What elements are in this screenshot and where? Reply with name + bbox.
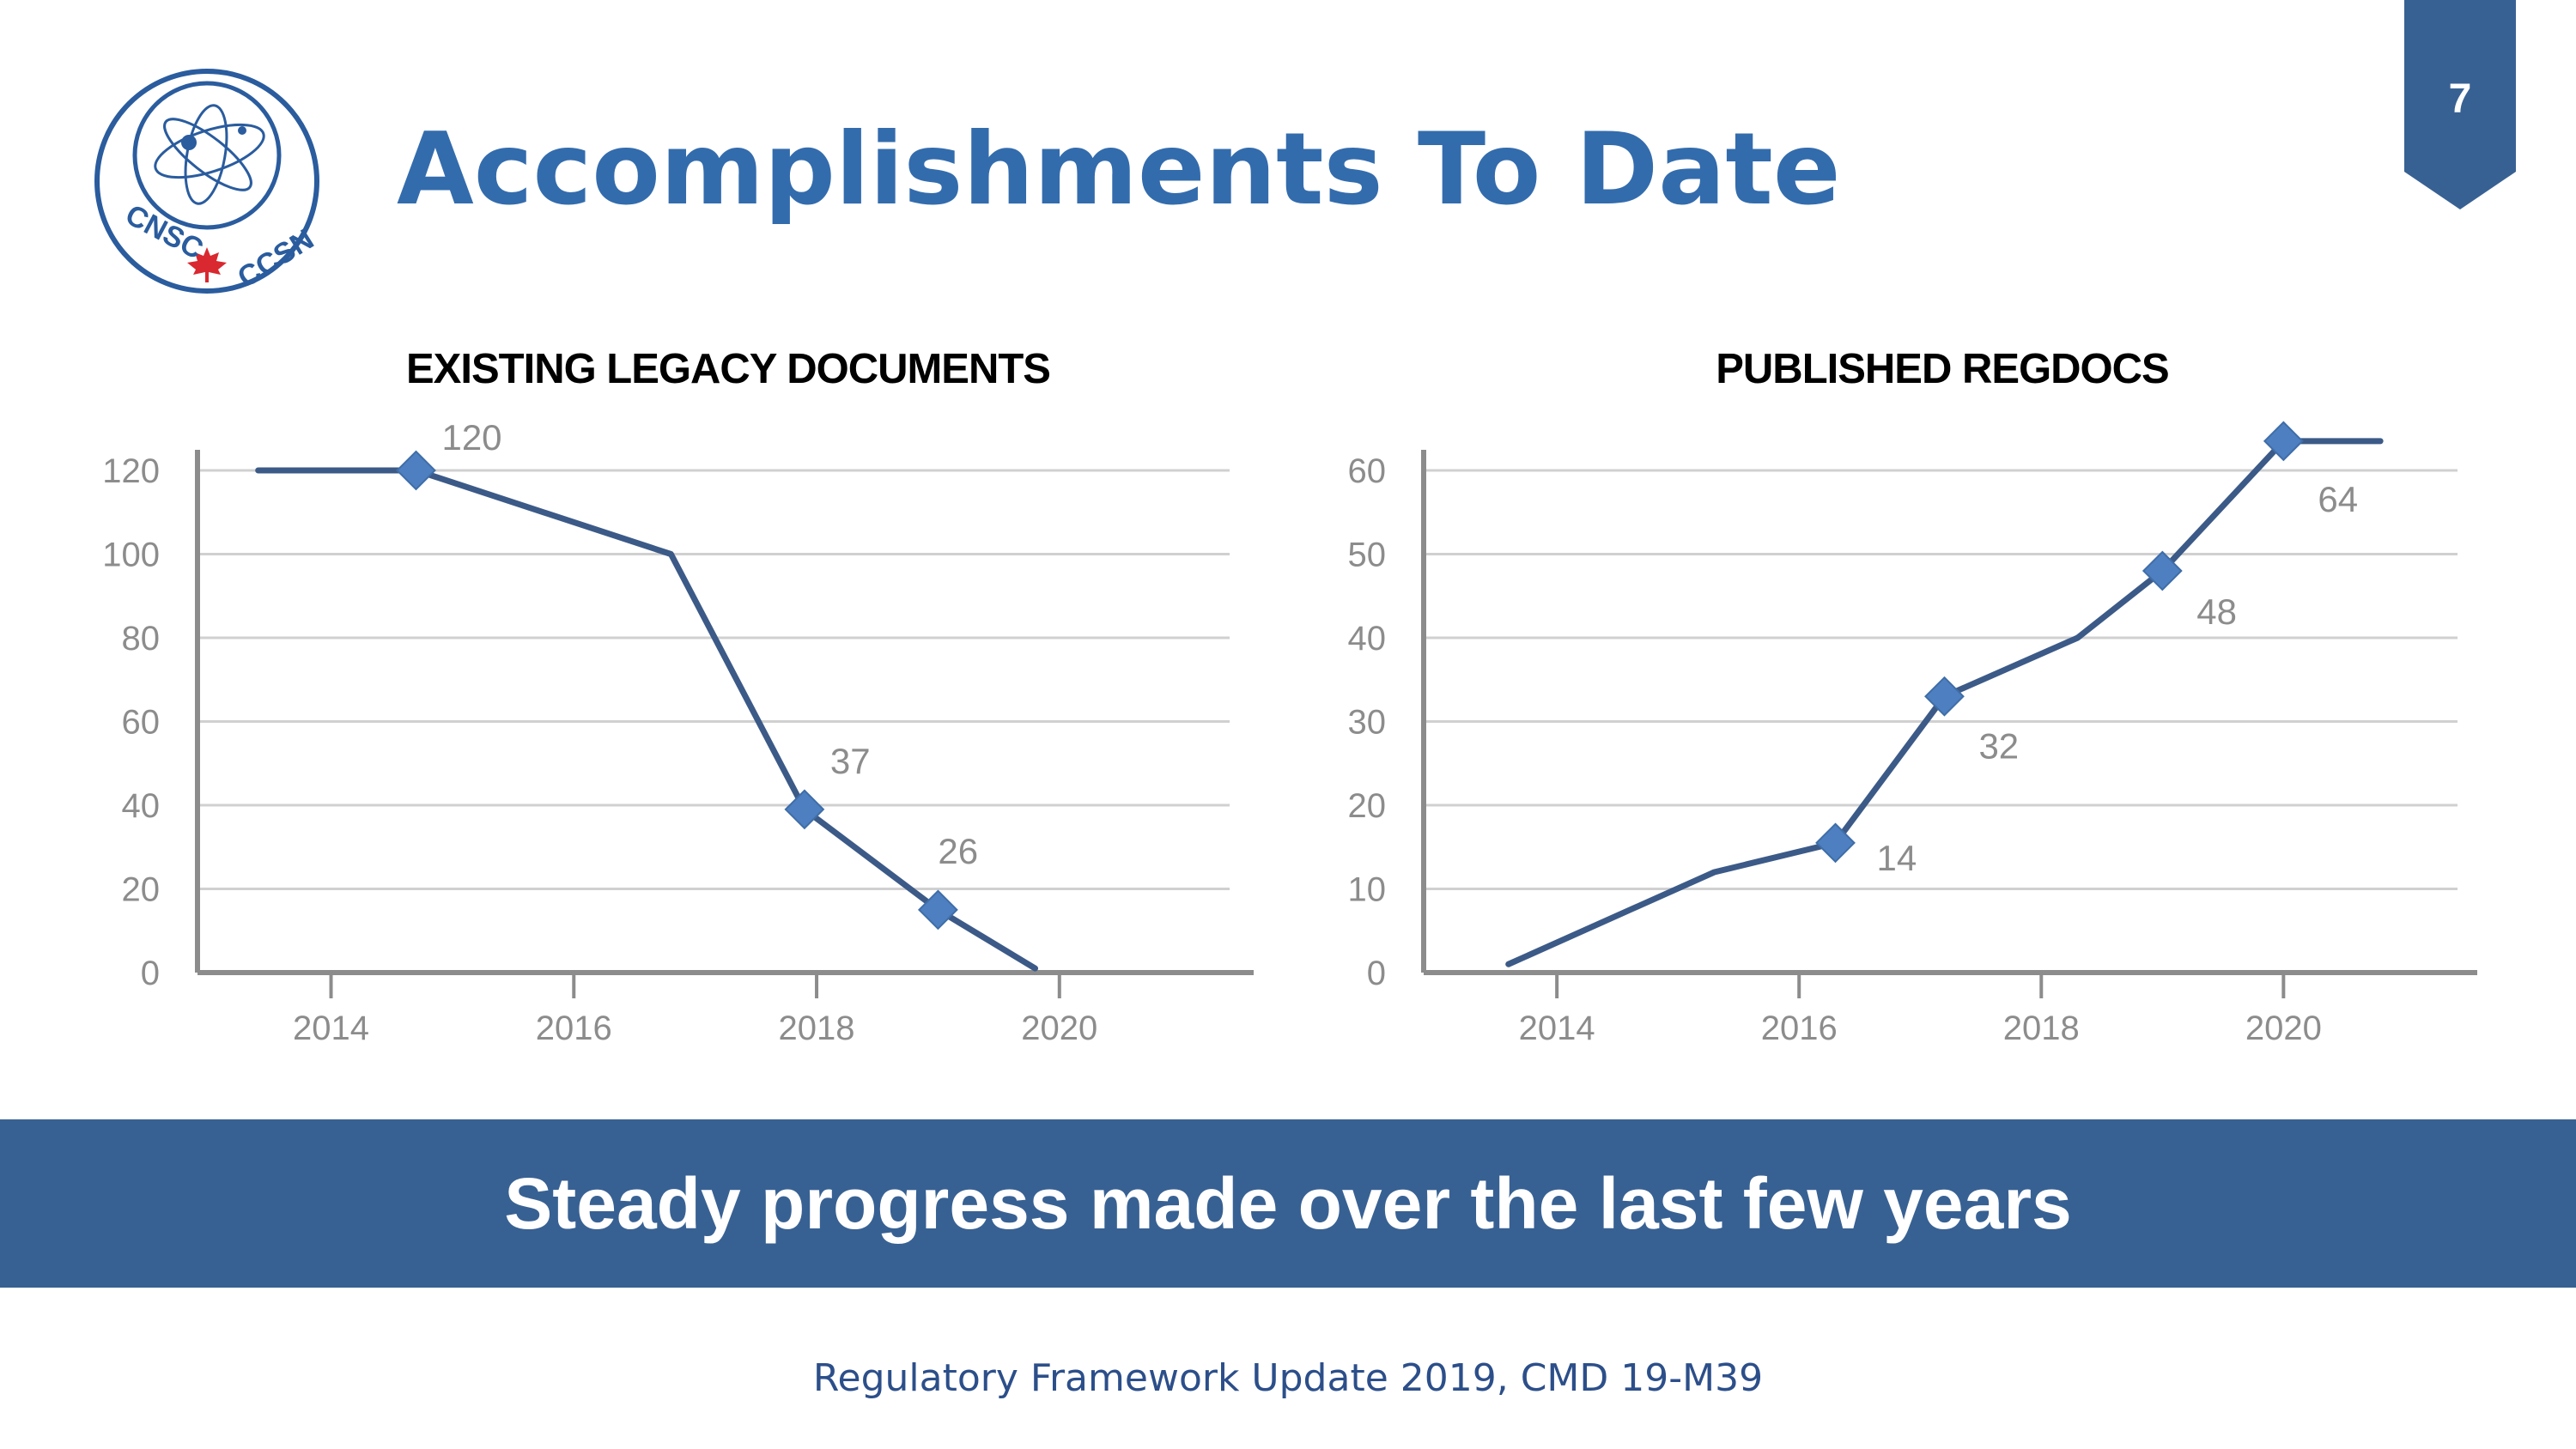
legacy-x-tick-label: 2018	[779, 1009, 855, 1047]
regdocs-x-tick-label: 2020	[2245, 1009, 2322, 1047]
legacy-y-tick-label: 60	[122, 704, 161, 742]
legacy-data-label: 37	[830, 741, 871, 781]
legacy-y-tick-label: 20	[122, 871, 161, 909]
legacy-y-tick-label: 0	[141, 955, 160, 992]
legacy-y-tick-label: 40	[122, 787, 161, 825]
legacy-x-tick-label: 2016	[536, 1009, 612, 1047]
legacy-x-tick-label: 2020	[1021, 1009, 1097, 1047]
banner-text: Steady progress made over the last few y…	[504, 1163, 2072, 1244]
legacy-data-point-marker	[396, 450, 436, 491]
page-title: Accomplishments To Date	[397, 112, 1841, 227]
regdocs-data-point-marker	[2142, 550, 2183, 591]
regdocs-y-tick-label: 50	[1348, 537, 1387, 574]
legacy-data-point-marker	[784, 789, 825, 830]
regdocs-series-line	[1505, 438, 2384, 967]
legacy-y-tick-label: 80	[122, 620, 161, 658]
logo-outer-ring	[94, 69, 319, 294]
legacy-y-tick-label: 120	[102, 452, 160, 490]
chart-legacy-title: EXISTING LEGACY DOCUMENTS	[405, 346, 1051, 392]
regdocs-y-tick-label: 0	[1367, 955, 1386, 992]
regdocs-data-point-marker	[1924, 676, 1965, 717]
regdocs-data-label: 48	[2196, 591, 2237, 632]
regdocs-x-tick-label: 2014	[1519, 1009, 1595, 1047]
atom-icon	[154, 104, 265, 205]
regdocs-x-tick-label: 2018	[2003, 1009, 2080, 1047]
legacy-series-line	[255, 467, 1039, 972]
maple-leaf-icon	[187, 247, 227, 282]
legacy-data-label: 26	[938, 831, 978, 871]
legacy-x-tick-label: 2014	[293, 1009, 369, 1047]
regdocs-data-point-marker	[1815, 822, 1856, 864]
regdocs-y-tick-label: 60	[1348, 452, 1387, 490]
regdocs-data-label: 14	[1877, 838, 1917, 878]
page-number-flag	[2404, 0, 2516, 209]
regdocs-data-point-marker	[2263, 421, 2304, 462]
regdocs-y-tick-label: 20	[1348, 787, 1387, 825]
regdocs-data-label: 32	[1978, 725, 2019, 766]
legacy-data-label: 120	[441, 417, 501, 458]
page-number: 7	[2448, 76, 2472, 122]
regdocs-y-tick-label: 30	[1348, 704, 1387, 742]
logo-inner-ring	[132, 81, 282, 230]
legacy-data-point-marker	[917, 889, 958, 931]
regdocs-y-tick-label: 10	[1348, 871, 1387, 909]
atom-nucleus-icon	[181, 135, 197, 150]
conclusion-banner	[0, 1119, 2576, 1288]
regdocs-y-tick-label: 40	[1348, 620, 1387, 658]
regdocs-data-label: 64	[2318, 479, 2358, 519]
chart-regdocs-title: PUBLISHED REGDOCS	[1716, 346, 2170, 392]
regdocs-x-tick-label: 2016	[1761, 1009, 1838, 1047]
legacy-y-tick-label: 100	[102, 537, 160, 574]
cnsc-logo: CNSC CCSN	[94, 69, 319, 294]
footer-text: Regulatory Framework Update 2019, CMD 19…	[812, 1356, 1764, 1400]
